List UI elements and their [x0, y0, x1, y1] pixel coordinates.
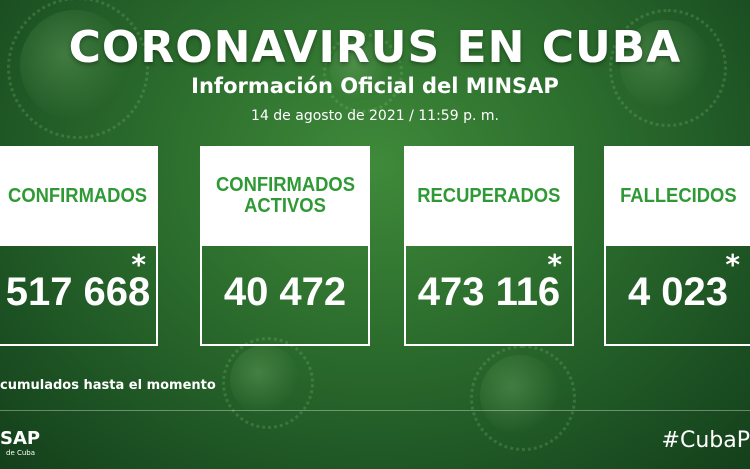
virus-decoration [221, 336, 315, 430]
card-label: CONFIRMADOS [8, 184, 148, 207]
card-value: 517 668 [5, 270, 151, 314]
divider [0, 410, 750, 411]
virus-decoration [6, 0, 150, 140]
card-value: 473 116 [417, 270, 561, 314]
card-confirmados: CONFIRMADOS * 517 668 [0, 146, 158, 346]
card-label: RECUPERADOS [417, 184, 561, 207]
card-label: CONFIRMADOS ACTIVOS [216, 174, 356, 217]
card-confirmados-activos: CONFIRMADOS ACTIVOS 40 472 [200, 146, 370, 346]
card-asterisk: * [547, 248, 562, 281]
card-label-box: FALLECIDOS [604, 146, 750, 246]
virus-decoration [322, 32, 404, 114]
card-asterisk: * [725, 248, 740, 281]
card-value: 40 472 [223, 270, 347, 314]
report-date: 14 de agosto de 2021 / 11:59 p. m. [251, 108, 499, 124]
minsap-logo: SAP [0, 428, 41, 449]
card-label-box: CONFIRMADOS ACTIVOS [200, 146, 370, 246]
card-label-box: CONFIRMADOS [0, 146, 158, 246]
footnote: cumulados hasta el momento [0, 378, 216, 393]
page-subtitle: Información Oficial del MINSAP [191, 74, 559, 98]
minsap-logo-subtitle: de Cuba [6, 449, 36, 457]
virus-decoration [609, 9, 727, 127]
card-recuperados: RECUPERADOS * 473 116 [404, 146, 574, 346]
page-title: CORONAVIRUS EN CUBA [68, 22, 682, 73]
virus-decoration [470, 345, 576, 451]
card-value: 4 023 [627, 270, 729, 314]
hashtag: #CubaP [661, 428, 750, 453]
card-asterisk: * [131, 248, 146, 281]
card-label-box: RECUPERADOS [404, 146, 574, 246]
card-label: FALLECIDOS [619, 184, 737, 207]
card-fallecidos: FALLECIDOS * 4 023 [604, 146, 750, 346]
